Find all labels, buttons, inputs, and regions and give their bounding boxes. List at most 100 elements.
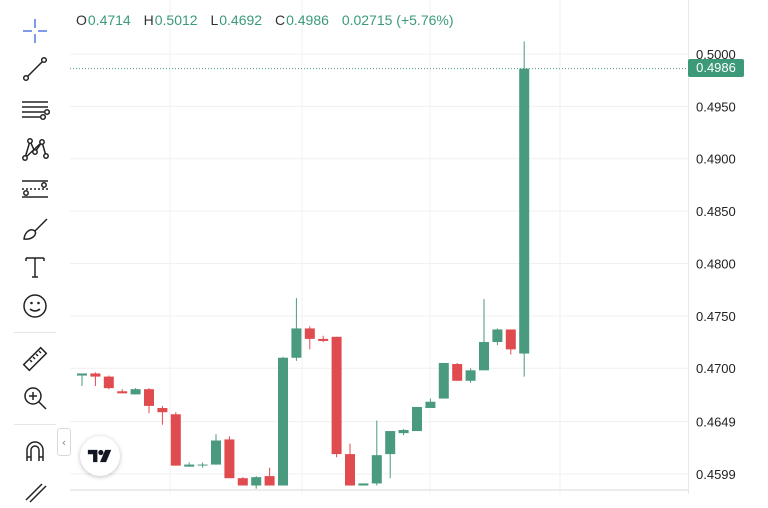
candle — [318, 335, 329, 343]
candle-body — [211, 440, 221, 465]
candle-body — [130, 389, 141, 395]
y-tick-label: 0.4850 — [696, 204, 736, 219]
candle-body — [358, 483, 369, 486]
open-value: 0.4714 — [87, 12, 131, 28]
candle — [130, 388, 141, 395]
drawing-toolbar: ‹ — [0, 0, 71, 503]
prediction-icon[interactable] — [18, 172, 52, 206]
candle-body — [505, 329, 516, 350]
y-tick-label: 0.4599 — [696, 467, 736, 482]
last-price-label: 0.4986 — [688, 59, 744, 77]
emoji-icon[interactable] — [18, 289, 52, 323]
candle-body — [197, 464, 208, 466]
candle — [184, 462, 195, 467]
candle — [385, 431, 396, 479]
candle — [371, 420, 382, 486]
candle-body — [170, 414, 181, 466]
high-key: H — [143, 12, 154, 28]
candle — [197, 462, 208, 468]
price-chart[interactable]: 0.5000 0.4950 0.4900 0.4850 0.4800 0.4750 0.47… — [70, 0, 768, 494]
ruler-icon[interactable] — [18, 342, 52, 376]
trend-line-icon[interactable] — [18, 52, 52, 86]
candle — [117, 389, 128, 394]
candle-body — [237, 478, 248, 486]
y-tick-label: 0.4700 — [696, 361, 736, 376]
candle-body — [304, 328, 315, 339]
close-value: 0.4986 — [286, 12, 329, 28]
candle — [224, 436, 235, 479]
y-tick-label: 0.4900 — [696, 152, 736, 167]
candle — [264, 467, 275, 486]
candle — [144, 388, 154, 414]
change-value: 0.02715 (+5.76%) — [341, 12, 454, 28]
candle — [492, 328, 503, 346]
lock-pencil-icon[interactable] — [18, 474, 52, 508]
candle-body — [425, 401, 436, 409]
candle-body — [519, 68, 530, 354]
candle-body — [345, 454, 355, 486]
candle-body — [291, 328, 302, 358]
candle — [90, 372, 101, 387]
magnet-icon[interactable] — [18, 435, 52, 469]
candle — [157, 405, 168, 425]
brush-icon[interactable] — [18, 212, 52, 246]
candle — [170, 412, 181, 466]
candle — [519, 41, 530, 377]
toolbar-divider — [14, 332, 56, 333]
candle-body — [103, 376, 114, 389]
candle — [452, 362, 463, 381]
candle-body — [452, 364, 463, 381]
candle — [251, 476, 262, 489]
candle — [304, 326, 315, 350]
candle-body — [465, 370, 476, 381]
y-tick-label: 0.4750 — [696, 309, 736, 324]
y-tick-label: 0.4950 — [696, 99, 736, 114]
crosshair-icon[interactable] — [18, 14, 52, 48]
text-icon[interactable] — [18, 250, 52, 284]
candle-body — [264, 476, 275, 486]
chevron-left-icon: ‹ — [61, 435, 67, 449]
candle-body — [251, 477, 262, 486]
low-value: 0.4692 — [219, 12, 263, 28]
candle — [398, 428, 409, 436]
candle-body — [438, 362, 449, 399]
candle — [465, 368, 476, 383]
candle-body — [184, 464, 195, 467]
candle-body — [479, 342, 489, 371]
candle — [237, 477, 248, 486]
candle — [425, 398, 436, 409]
pattern-icon[interactable] — [18, 132, 52, 166]
candle — [505, 329, 516, 355]
candle-body — [331, 336, 342, 455]
candle-body — [90, 373, 101, 377]
candle — [103, 375, 114, 390]
fib-retracement-icon[interactable] — [18, 92, 52, 126]
open-key: O — [76, 12, 87, 28]
candle-body — [144, 389, 154, 406]
candle-body — [492, 329, 503, 343]
tradingview-logo[interactable] — [80, 436, 120, 476]
high-value: 0.5012 — [154, 12, 198, 28]
chart-area[interactable]: 0.5000 0.4950 0.4900 0.4850 0.4800 0.4750 0.47… — [70, 0, 768, 494]
candle — [358, 483, 369, 486]
y-tick-label: 0.4800 — [696, 256, 736, 271]
candle — [278, 356, 288, 486]
candle — [412, 406, 422, 432]
toolbar-divider — [14, 424, 56, 425]
candle-body — [77, 373, 87, 376]
ohlc-legend: O0.4714 H0.5012 L0.4692 C0.4986 0.02715 … — [76, 12, 463, 28]
candle-body — [412, 406, 422, 432]
zoom-in-icon[interactable] — [18, 381, 52, 415]
candle — [479, 299, 489, 371]
candle-body — [318, 338, 329, 341]
candle-body — [278, 357, 288, 486]
candle — [345, 443, 355, 486]
y-tick-label: 0.5000 — [696, 47, 736, 62]
candle — [438, 362, 449, 399]
candle-body — [157, 408, 168, 413]
candle-body — [385, 431, 396, 455]
candle-body — [224, 439, 235, 479]
collapse-toolbar-button[interactable]: ‹ — [57, 428, 71, 456]
candle — [291, 298, 302, 361]
candle — [211, 434, 221, 465]
